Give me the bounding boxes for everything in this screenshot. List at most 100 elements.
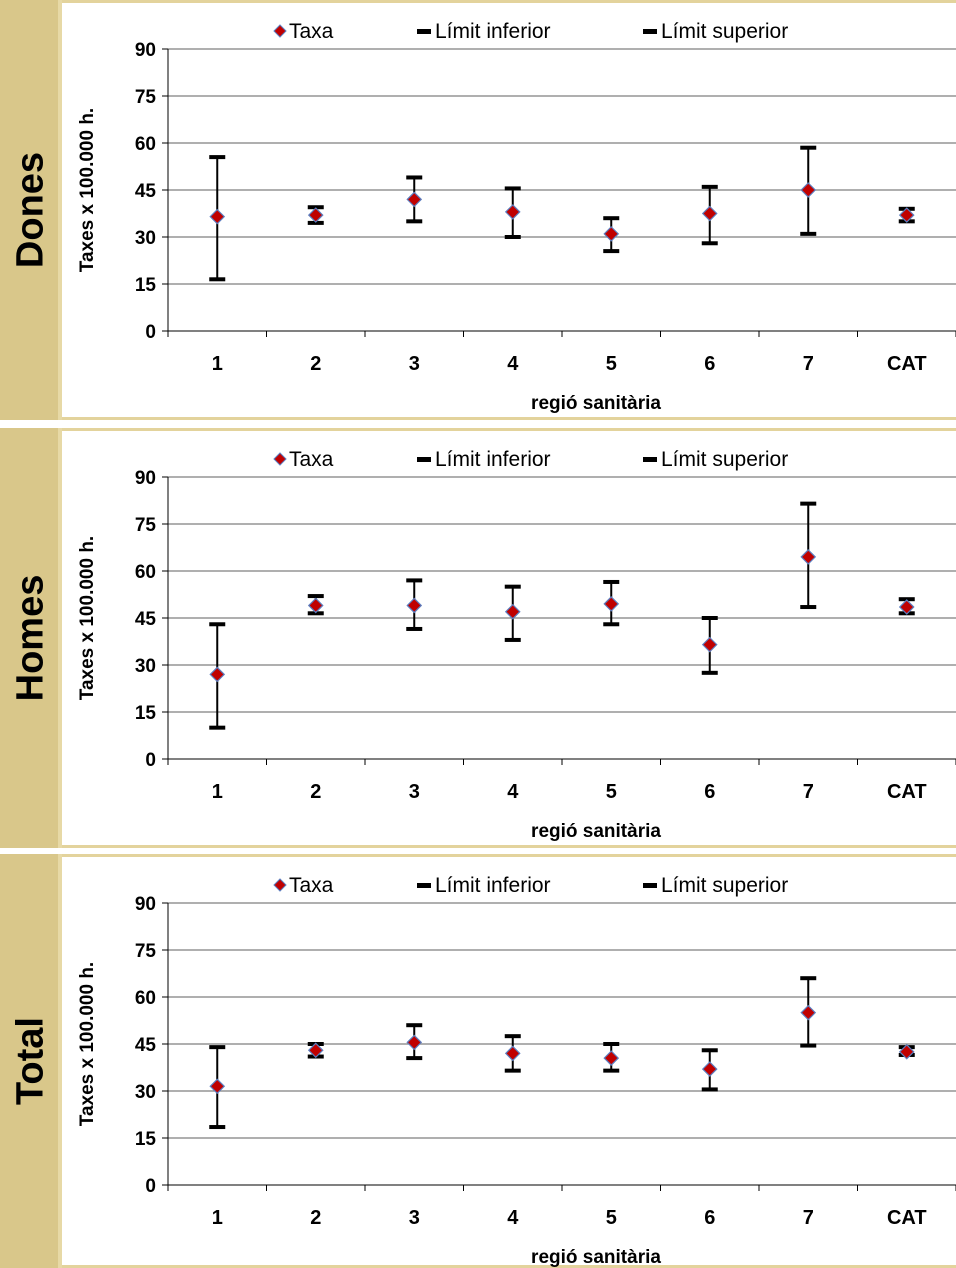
x-tick-label: 7 bbox=[803, 353, 814, 375]
rate-point bbox=[800, 549, 817, 565]
rate-point bbox=[406, 1034, 423, 1051]
x-axis-title: regió sanitària bbox=[531, 1247, 661, 1268]
legend-marker-lower bbox=[417, 883, 431, 888]
panel-side-band: Total bbox=[0, 854, 62, 1268]
x-tick-label: 7 bbox=[803, 781, 814, 803]
y-tick-label: 60 bbox=[135, 562, 156, 583]
y-tick-label: 90 bbox=[135, 40, 156, 61]
legend-label: Límit superior bbox=[661, 874, 788, 897]
rate-point bbox=[701, 1061, 718, 1077]
x-tick-label: 1 bbox=[212, 1207, 223, 1229]
lower-limit-mark bbox=[800, 605, 817, 610]
panel-total: Total 0 15 30 45 60 75 90 1 2 3 4 5 6 7 CAT regió sanit… bbox=[0, 854, 956, 1268]
lower-limit-mark bbox=[701, 1087, 718, 1092]
lower-limit-mark bbox=[800, 231, 817, 236]
x-axis-title: regió sanitària bbox=[531, 393, 661, 414]
x-tick-label: 5 bbox=[606, 781, 617, 803]
lower-limit-mark bbox=[504, 637, 521, 642]
x-tick-label: 4 bbox=[507, 781, 519, 803]
lower-limit-mark bbox=[504, 235, 521, 239]
x-tick-label: 6 bbox=[704, 781, 715, 803]
upper-limit-mark bbox=[701, 1048, 718, 1053]
y-tick-label: 30 bbox=[135, 228, 156, 249]
x-tick-label: 4 bbox=[507, 1207, 519, 1229]
x-tick-label: 5 bbox=[606, 353, 617, 375]
rate-point bbox=[898, 207, 915, 223]
x-tick-label: 7 bbox=[803, 1207, 814, 1229]
lower-limit-mark bbox=[800, 1043, 817, 1048]
panel-homes: Homes 0 15 30 45 60 75 90 1 2 3 4 5 6 7 CAT regió sanit… bbox=[0, 428, 956, 848]
legend-marker-upper bbox=[643, 457, 657, 462]
upper-limit-mark bbox=[701, 616, 718, 620]
lower-limit-mark bbox=[406, 626, 423, 631]
y-tick-label: 45 bbox=[135, 609, 157, 630]
panel-label: Homes bbox=[9, 574, 52, 702]
x-tick-label: 1 bbox=[212, 353, 223, 375]
rate-point bbox=[504, 1045, 521, 1062]
y-tick-label: 90 bbox=[135, 468, 156, 489]
x-tick-label: CAT bbox=[887, 1207, 927, 1229]
panel-side-band: Homes bbox=[0, 428, 62, 848]
panel-side-band: Dones bbox=[0, 0, 62, 420]
x-tick-label: 2 bbox=[310, 781, 321, 803]
legend-label: Límit inferior bbox=[435, 20, 551, 43]
lower-limit-mark bbox=[603, 1068, 620, 1073]
y-tick-label: 75 bbox=[135, 941, 157, 962]
x-tick-label: 3 bbox=[409, 781, 420, 803]
y-axis-title: Taxes x 100.000 h. bbox=[77, 536, 98, 700]
upper-limit-mark bbox=[209, 155, 226, 160]
legend-marker-taxa bbox=[273, 24, 287, 38]
legend-label: Taxa bbox=[289, 20, 334, 43]
y-tick-label: 15 bbox=[135, 703, 157, 724]
rate-point bbox=[209, 1078, 226, 1095]
upper-limit-mark bbox=[209, 1045, 226, 1050]
y-axis-title: Taxes x 100.000 h. bbox=[77, 962, 98, 1126]
y-tick-label: 45 bbox=[135, 1035, 157, 1056]
lower-limit-mark bbox=[209, 277, 226, 282]
rate-point bbox=[898, 599, 915, 615]
y-tick-label: 75 bbox=[135, 515, 157, 536]
lower-limit-mark bbox=[209, 725, 226, 730]
rate-point bbox=[307, 207, 324, 223]
legend-marker-lower bbox=[417, 29, 431, 34]
legend-label: Límit inferior bbox=[435, 874, 551, 897]
rate-point bbox=[800, 182, 817, 198]
upper-limit-mark bbox=[406, 1023, 423, 1028]
legend-label: Límit inferior bbox=[435, 448, 551, 471]
x-tick-label: 2 bbox=[310, 353, 321, 375]
rate-point bbox=[504, 603, 521, 620]
panel-label: Dones bbox=[9, 151, 52, 269]
upper-limit-mark bbox=[800, 976, 817, 981]
rate-point bbox=[800, 1004, 817, 1021]
x-tick-label: 6 bbox=[704, 353, 715, 375]
legend-marker-upper bbox=[643, 883, 657, 888]
x-tick-label: 3 bbox=[409, 353, 420, 375]
upper-limit-mark bbox=[504, 186, 521, 191]
rate-point bbox=[307, 1042, 324, 1059]
y-tick-label: 60 bbox=[135, 134, 156, 155]
rate-point bbox=[603, 226, 620, 242]
panel-dones: Dones 0 15 30 45 60 75 90 1 2 3 4 5 6 7 CAT regió sanit… bbox=[0, 0, 956, 420]
y-tick-label: 75 bbox=[135, 87, 157, 108]
rate-point bbox=[603, 596, 620, 612]
rate-point bbox=[406, 191, 423, 208]
y-tick-label: 0 bbox=[145, 1176, 156, 1197]
lower-limit-mark bbox=[406, 1056, 423, 1061]
x-tick-label: CAT bbox=[887, 781, 927, 803]
lower-limit-mark bbox=[603, 249, 620, 254]
lower-limit-mark bbox=[504, 1068, 521, 1073]
x-tick-label: 4 bbox=[507, 353, 519, 375]
x-tick-label: 2 bbox=[310, 1207, 321, 1229]
y-tick-label: 60 bbox=[135, 988, 156, 1009]
legend-label: Límit superior bbox=[661, 20, 788, 43]
lower-limit-mark bbox=[603, 622, 620, 627]
x-axis-title: regió sanitària bbox=[531, 821, 661, 842]
rate-point bbox=[406, 597, 423, 614]
rate-point bbox=[209, 208, 226, 225]
legend-label: Taxa bbox=[289, 874, 334, 897]
upper-limit-mark bbox=[406, 578, 423, 583]
rate-point bbox=[307, 597, 324, 614]
